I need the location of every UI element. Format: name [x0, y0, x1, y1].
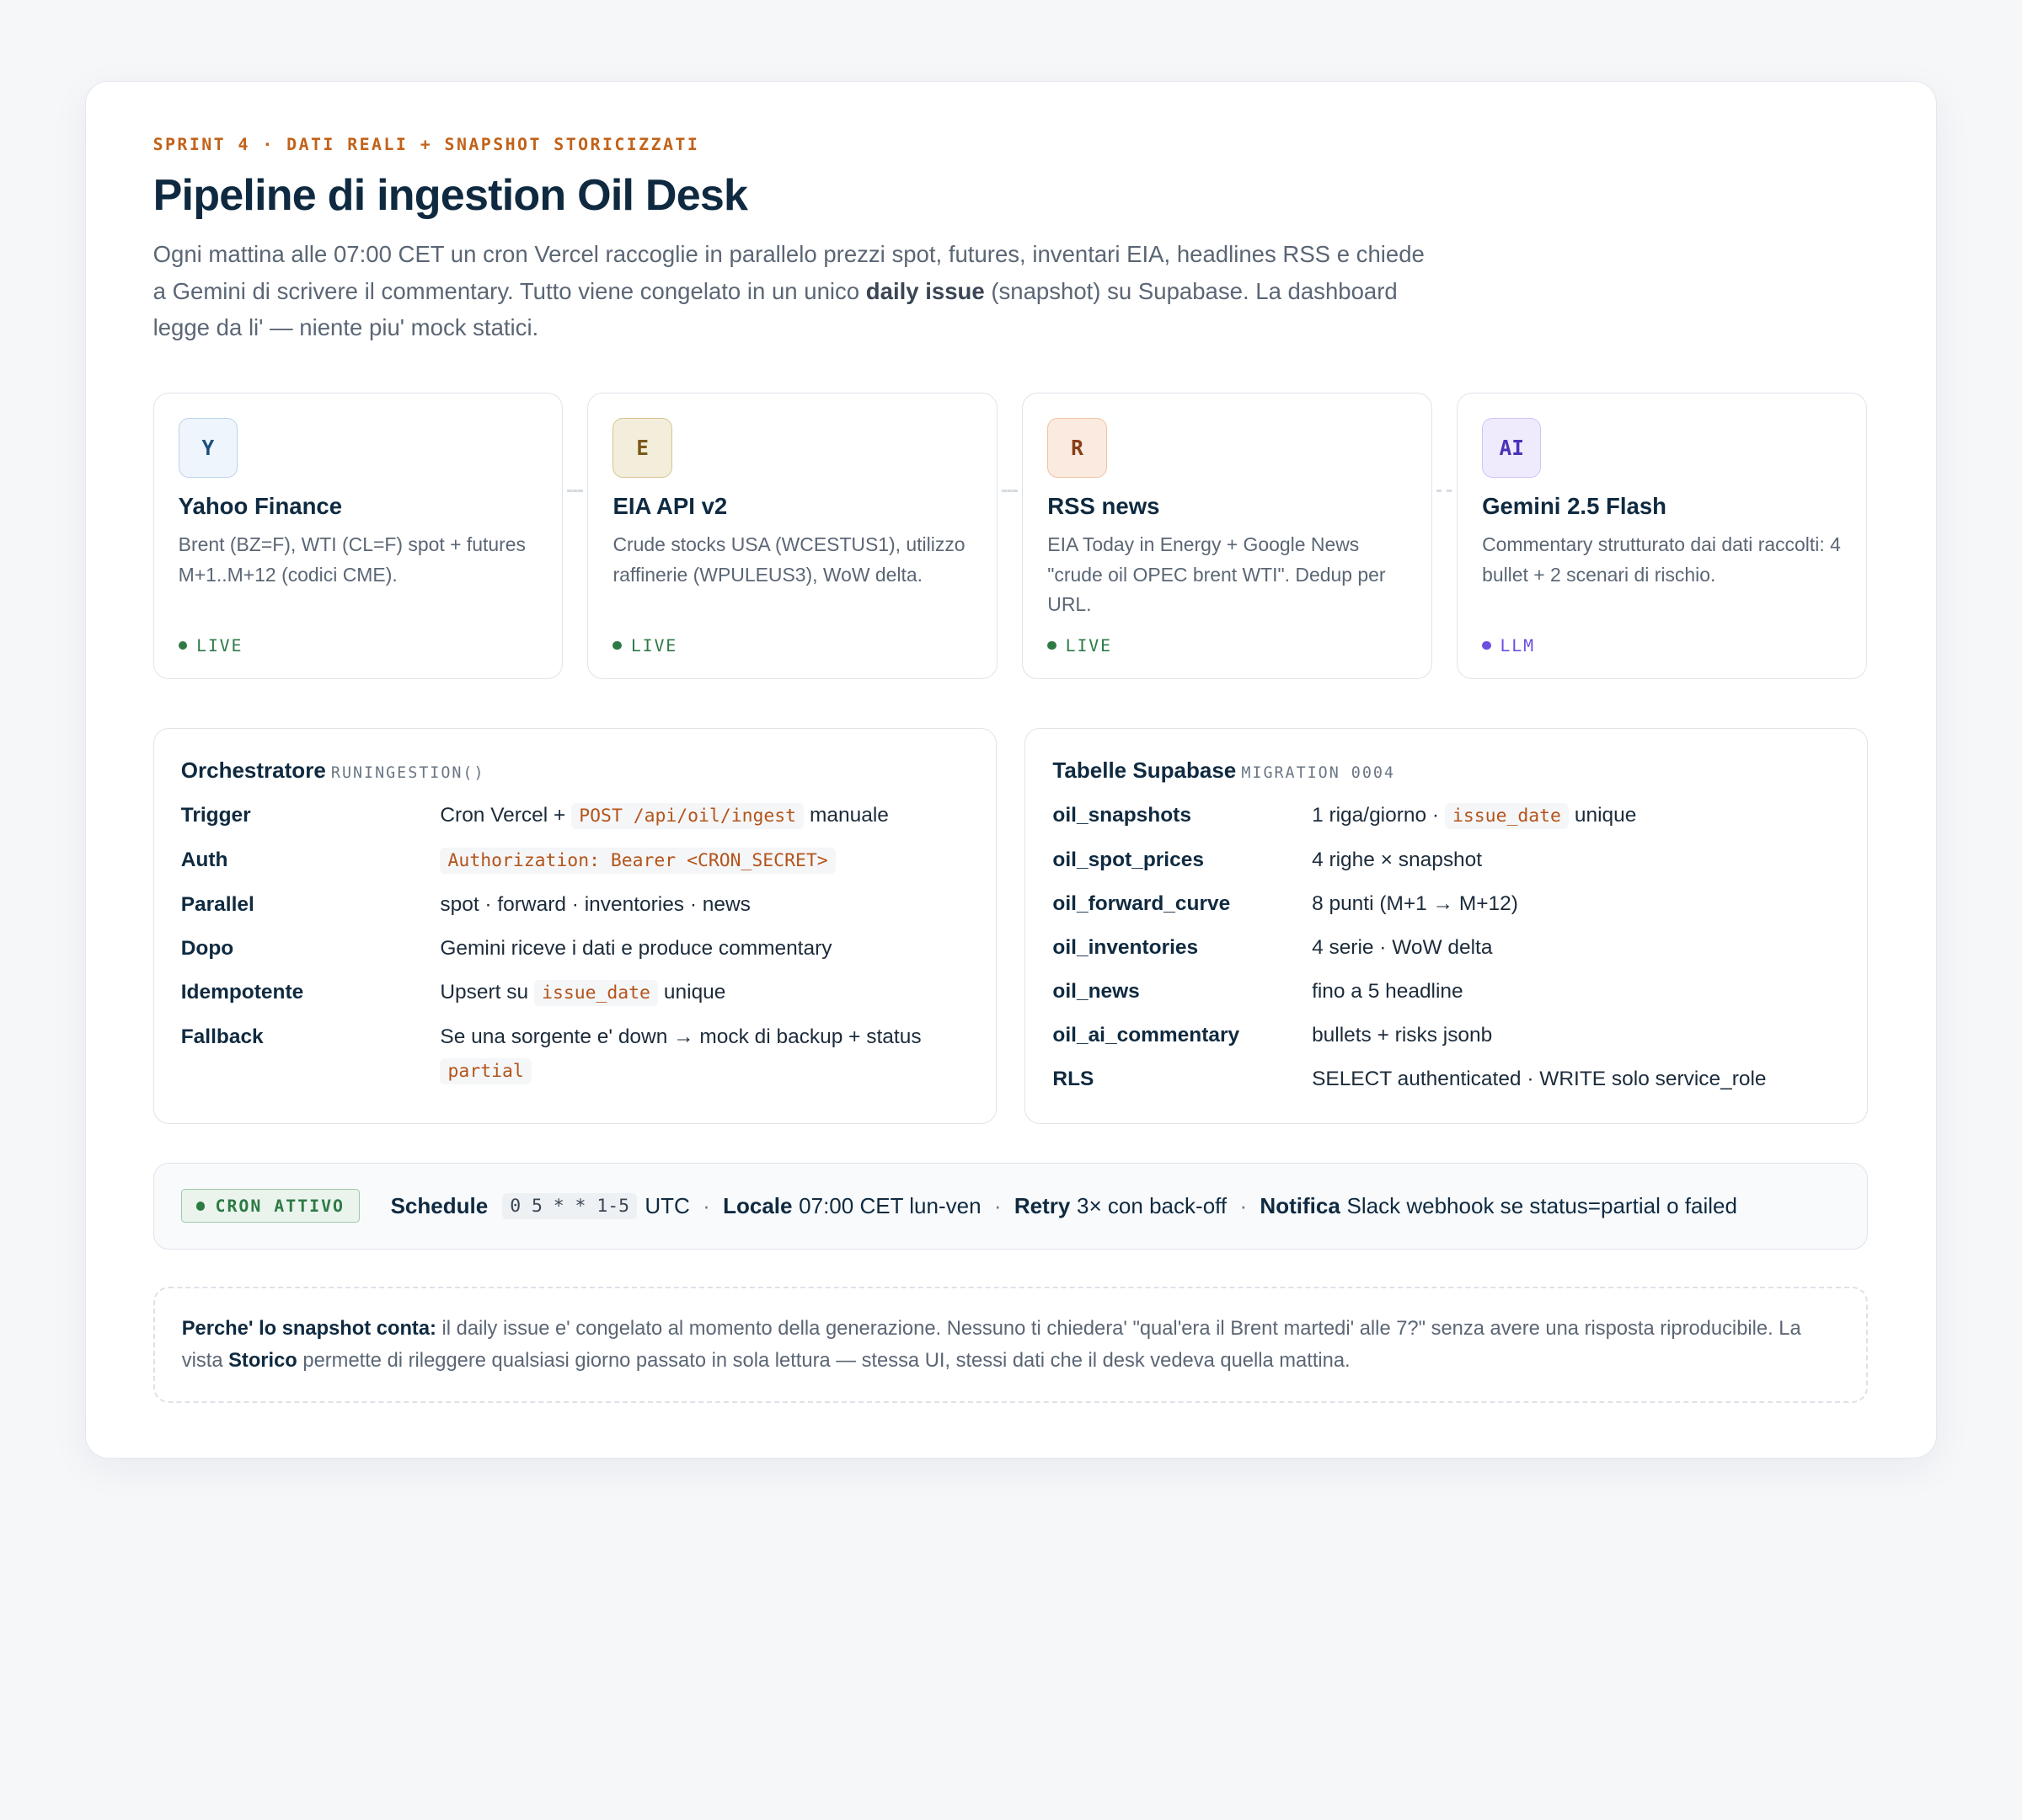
row-label: Idempotente — [180, 981, 304, 1004]
source-status: LLM — [1482, 636, 1535, 656]
eyebrow: SPRINT 4 · DATI REALI + SNAPSHOT STORICI… — [152, 135, 700, 155]
cron-bar: CRON ATTIVO Schedule 0 5 * * 1-5 UTC · Loca… — [152, 1163, 1869, 1250]
row-label: oil_ai_commentary — [1052, 1024, 1240, 1047]
row-label: oil_snapshots — [1052, 804, 1191, 827]
source-name: RSS news — [1047, 493, 1160, 520]
retry-value: 3× con back-off — [1077, 1192, 1228, 1218]
row-label: oil_news — [1052, 980, 1140, 1004]
status-dot-icon — [195, 1201, 206, 1211]
row-value: bullets + risks jsonb — [1312, 1024, 1493, 1047]
source-description: Crude stocks USA (WCESTUS1), utilizzo ra… — [612, 533, 966, 586]
row-label: Dopo — [180, 937, 234, 961]
tables-panel: Tabelle Supabase MIGRATION 0004 oil_snaps… — [1024, 728, 1869, 1125]
source-icon: Y — [178, 418, 238, 478]
table-row: oil_forward_curve 8 punti (M+1 → M+12) — [1052, 887, 1840, 921]
row-value: 8 punti (M+1 → M+12) — [1312, 892, 1518, 916]
row-label: Trigger — [180, 804, 251, 827]
source-card: AI Gemini 2.5 Flash Commentary struttura… — [1456, 393, 1867, 680]
source-card: R RSS news EIA Today in Energy + Google … — [1022, 393, 1452, 680]
status-dot-icon — [1482, 640, 1491, 650]
source-description: Brent (BZ=F), WTI (CL=F) spot + futures … — [178, 533, 527, 586]
row-label: RLS — [1052, 1068, 1094, 1091]
pipeline-card: SPRINT 4 · DATI REALI + SNAPSHOT STORICI… — [85, 81, 1937, 1459]
table-row: Auth Authorization: Bearer <CRON_SECRET> — [181, 843, 969, 878]
row-value: Gemini riceve i dati e produce commentar… — [440, 937, 832, 961]
sources-row: Y Yahoo Finance Brent (BZ=F), WTI (CL=F)… — [152, 393, 1867, 680]
row-label: Auth — [180, 848, 228, 872]
row-value: Se una sorgente e' down → mock di backup… — [440, 1020, 968, 1089]
schedule-label: Schedule — [390, 1192, 489, 1218]
row-value: 4 serie · WoW delta — [1312, 936, 1493, 960]
source-name: EIA API v2 — [612, 493, 728, 520]
source-icon: AI — [1482, 418, 1542, 478]
row-value: fino a 5 headline — [1312, 980, 1463, 1004]
connector-line — [567, 489, 583, 492]
source-name: Gemini 2.5 Flash — [1482, 493, 1666, 520]
table-row: oil_ai_commentary bullets + risks jsonb — [1052, 1019, 1840, 1052]
schedule-tz: UTC — [645, 1192, 690, 1218]
status-dot-icon — [612, 640, 623, 650]
connector-line — [1436, 489, 1452, 492]
source-icon: R — [1047, 418, 1107, 478]
source-status: LIVE — [612, 636, 677, 656]
row-value: spot · forward · inventories · news — [440, 893, 751, 917]
tables-title: Tabelle Supabase MIGRATION 0004 — [1052, 757, 1395, 783]
row-value: 4 righe × snapshot — [1312, 848, 1483, 872]
table-row: oil_news fino a 5 headline — [1052, 975, 1840, 1009]
source-name: Yahoo Finance — [178, 493, 343, 520]
locale-label: Locale — [723, 1192, 793, 1218]
row-label: Parallel — [180, 893, 254, 917]
status-dot-icon — [1047, 640, 1056, 650]
row-value: Cron Vercel + POST /api/oil/ingest manua… — [440, 799, 889, 833]
page-title: Pipeline di ingestion Oil Desk — [152, 170, 748, 220]
connector-line — [1002, 489, 1018, 492]
row-value: SELECT authenticated · WRITE solo servic… — [1312, 1068, 1767, 1091]
row-label: oil_inventories — [1052, 936, 1199, 960]
row-label: oil_forward_curve — [1052, 892, 1231, 916]
table-row: oil_inventories 4 serie · WoW delta — [1052, 931, 1840, 965]
table-row: oil_spot_prices 4 righe × snapshot — [1052, 843, 1840, 877]
retry-label: Retry — [1014, 1192, 1071, 1218]
table-row: Trigger Cron Vercel + POST /api/oil/inges… — [181, 799, 969, 833]
notify-label: Notifica — [1260, 1192, 1340, 1218]
table-row: RLS SELECT authenticated · WRITE solo ser… — [1052, 1063, 1840, 1096]
row-value: Authorization: Bearer <CRON_SECRET> — [440, 843, 836, 878]
orchestrator-panel: Orchestratore RUNINGESTION() Trigger Cron … — [152, 728, 997, 1125]
cron-status-badge: CRON ATTIVO — [180, 1189, 360, 1223]
locale-value: 07:00 CET lun-ven — [799, 1192, 982, 1218]
table-row: Dopo Gemini riceve i dati e produce comme… — [181, 932, 969, 966]
status-dot-icon — [178, 640, 188, 650]
snapshot-note: Perche' lo snapshot conta: il daily issu… — [152, 1287, 1869, 1403]
schedule-code: 0 5 * * 1-5 — [502, 1192, 638, 1219]
row-label: Fallback — [180, 1025, 264, 1049]
source-status: LIVE — [1047, 636, 1112, 656]
table-row: Fallback Se una sorgente e' down → mock d… — [181, 1020, 969, 1089]
orchestrator-title: Orchestratore RUNINGESTION() — [180, 757, 485, 783]
notify-value: Slack webhook se status=partial o failed — [1346, 1192, 1737, 1218]
source-card: Y Yahoo Finance Brent (BZ=F), WTI (CL=F)… — [152, 393, 583, 680]
table-row: oil_snapshots 1 riga/giorno · issue_date … — [1052, 799, 1840, 833]
source-card: E EIA API v2 Crude stocks USA (WCESTUS1)… — [587, 393, 1018, 680]
source-status: LIVE — [178, 636, 243, 656]
source-icon: E — [612, 418, 672, 478]
row-label: oil_spot_prices — [1052, 848, 1204, 872]
lead-paragraph: Ogni mattina alle 07:00 CET un cron Verc… — [152, 240, 1425, 341]
table-row: Idempotente Upsert su issue_date unique — [181, 976, 969, 1010]
row-value: Upsert su issue_date unique — [440, 976, 725, 1010]
source-description: Commentary strutturato dai dati raccolti… — [1482, 533, 1841, 586]
table-row: Parallel spot · forward · inventories · n… — [181, 888, 969, 922]
source-description: EIA Today in Energy + Google News "crude… — [1047, 533, 1386, 615]
row-value: 1 riga/giorno · issue_date unique — [1312, 799, 1636, 833]
